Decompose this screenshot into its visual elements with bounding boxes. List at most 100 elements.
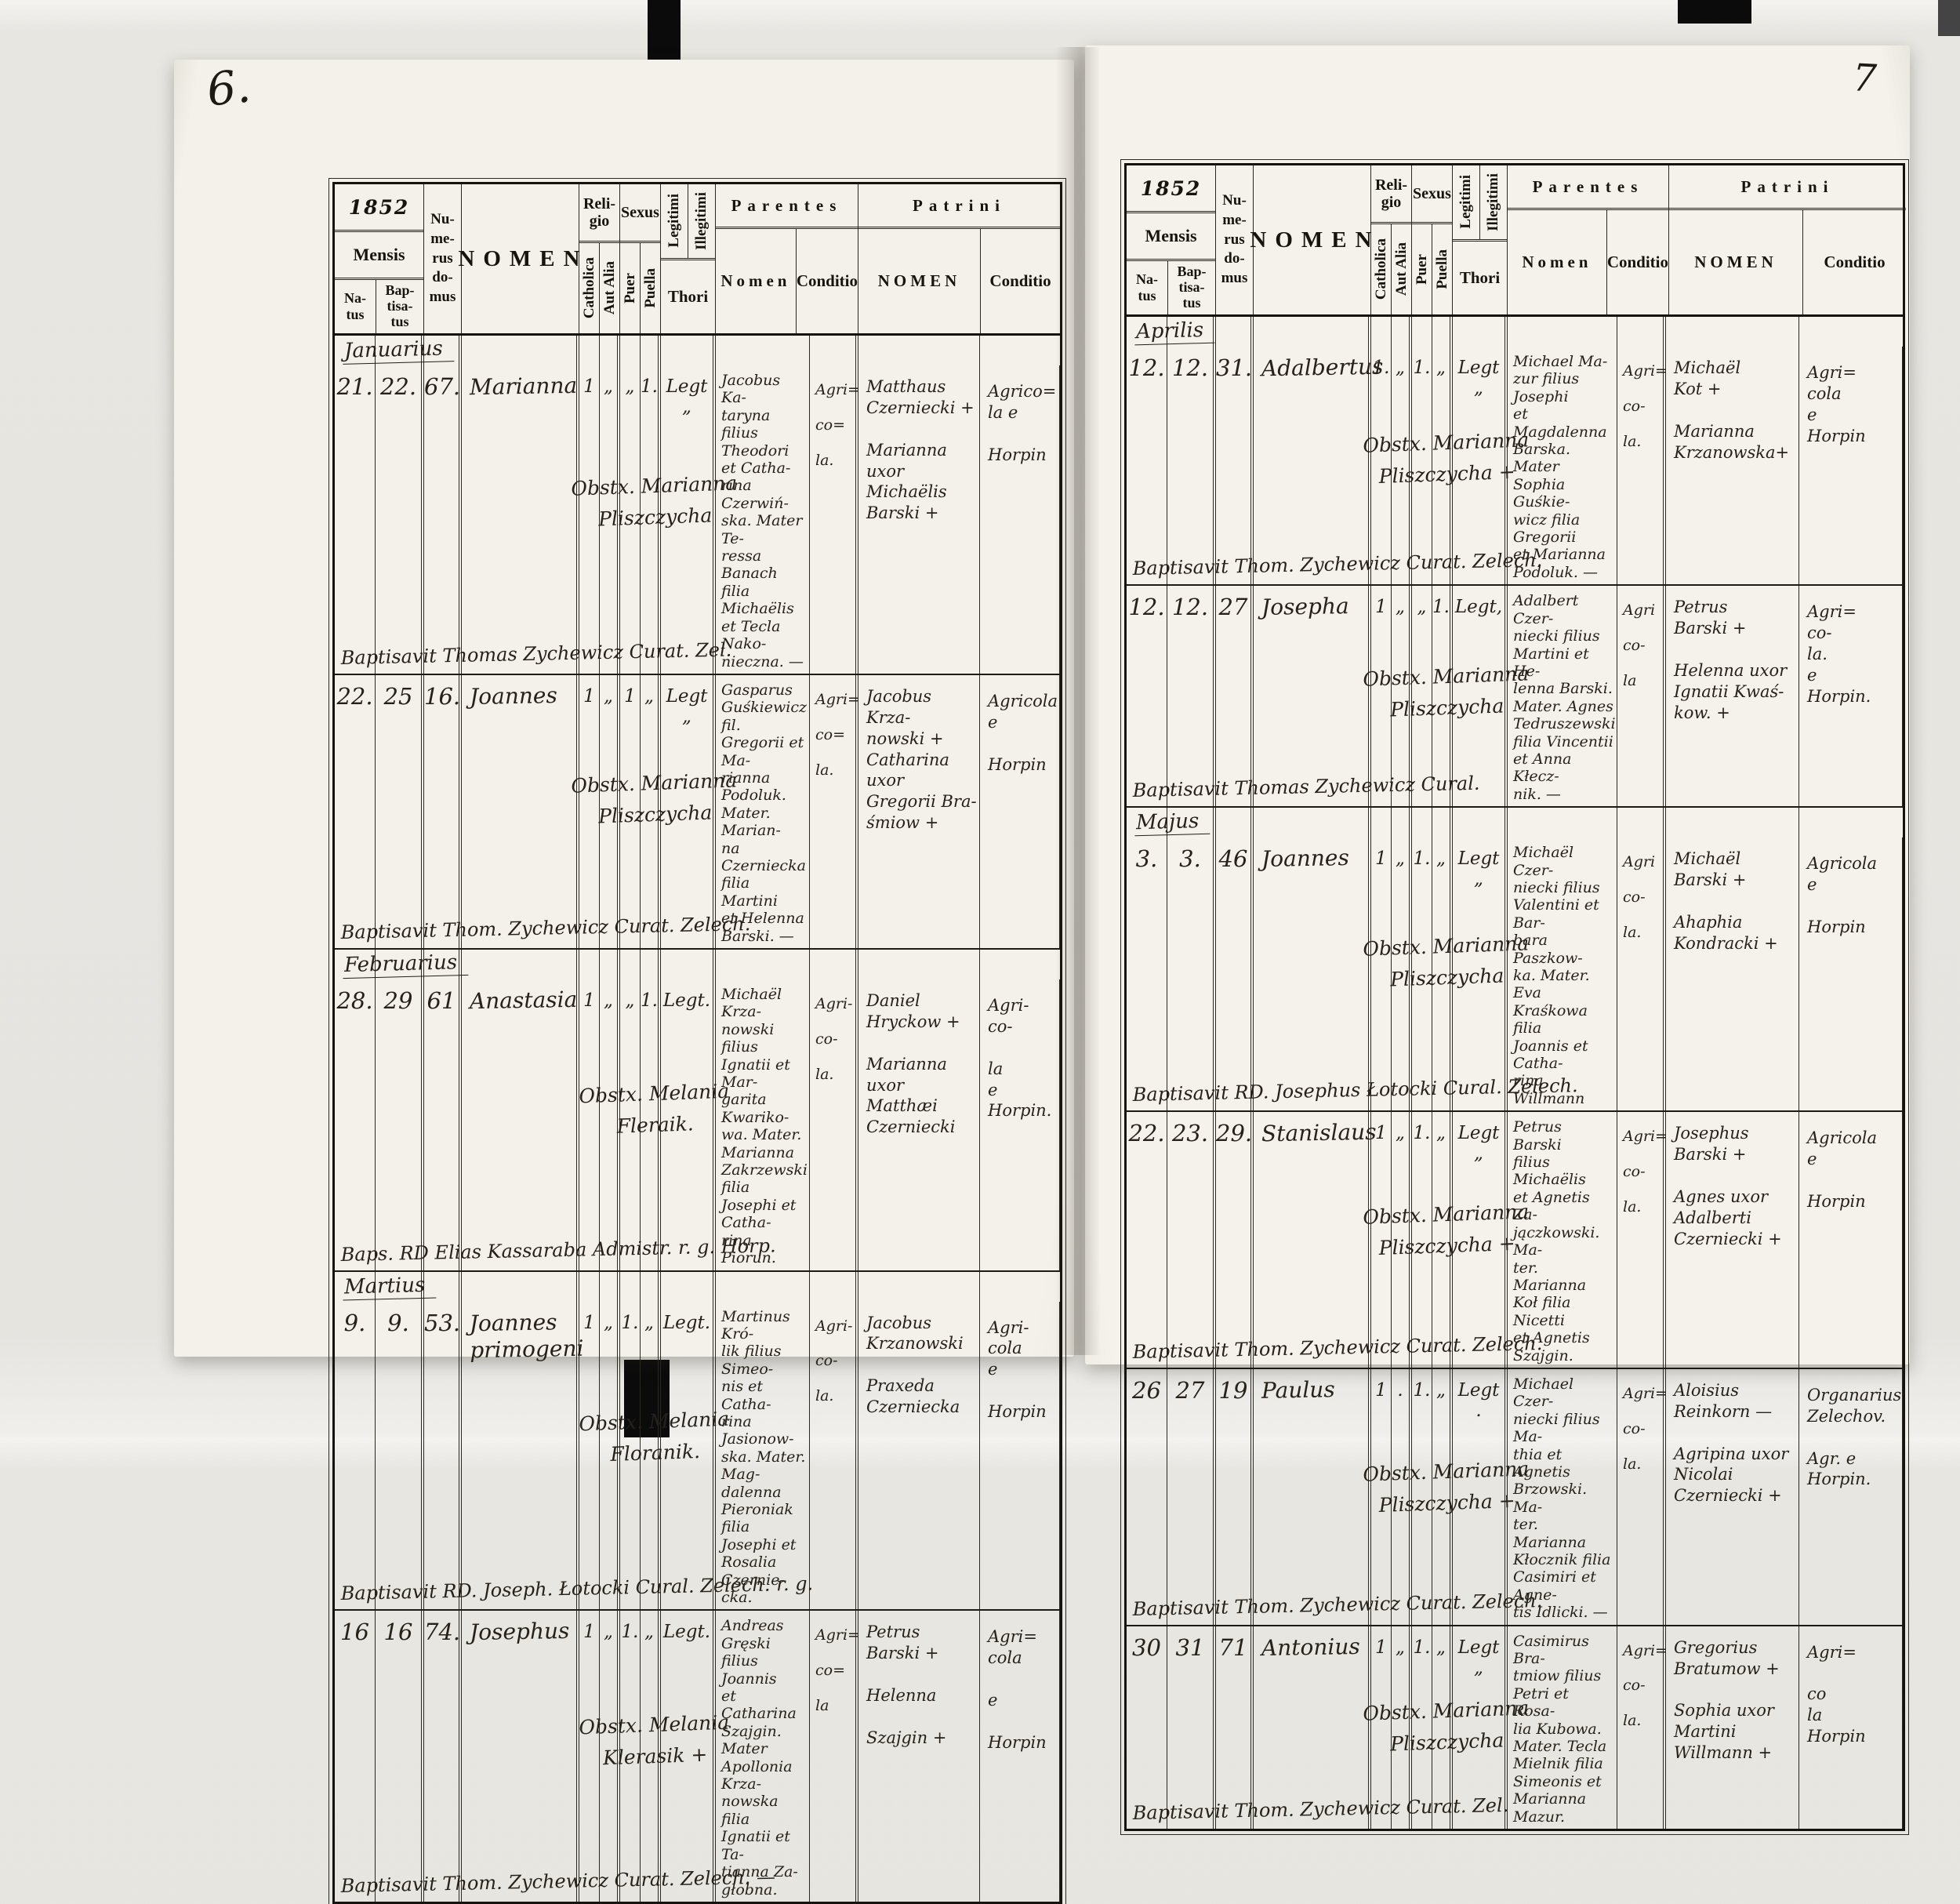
natus-day: 22. [335,674,376,948]
illegitimi-header: Illegitimi [1485,173,1501,231]
midwife-note: Obstx. Melania Floranik. [578,1407,730,1466]
illegitimi-header: Illegitimi [693,191,710,250]
sexus-puella-mark: 1. [1432,586,1453,807]
parentes-nomen-header: Nomen [1508,210,1607,314]
godparents-conditio: Agri= co- la. e Horpin. [1799,586,1903,807]
parents-conditio: Agri= co= la. [810,365,860,674]
column-group-mensis: 1852 Mensis Na- tus Bap- tisa- tus [1127,165,1216,314]
religio-aut-alia-mark: „ [600,365,620,674]
religio-aut-alia-mark: „ [600,979,620,1270]
legitimi-header: Legitimi [666,194,682,249]
midwife-note: Obstx. Melania Klerasik + [578,1711,730,1770]
scan-edge-patch [1938,0,1960,36]
godparents-names: Jacobus Krzanowski Praxeda Czerniecka [858,1301,980,1610]
sexus-puer-mark: „ [620,365,641,674]
parents-names: Petrus Barski filius Michaëlis et Agneti… [1508,1112,1617,1368]
child-name: Adalbertus [1261,353,1384,382]
page-number-right: 7 [1852,56,1878,101]
parents-names: Gasparus Guśkiewicz fil. Gregorii et Ma-… [716,674,810,948]
sexus-puer-mark: „ [620,979,641,1270]
sexus-puer-mark: „ [1412,586,1432,807]
nomen-header: NOMEN [1250,227,1381,253]
natus-day: 21. [335,365,376,674]
baptisatus-header: Bap- tisa- tus [1177,263,1207,311]
catholica-header: Catholica [580,257,597,319]
baptisatus-day: 12. [1167,347,1216,585]
thori-header: Thori [667,286,709,306]
parents-conditio: Agri co- la [1617,586,1666,807]
godparents-names: Michaël Barski + Ahaphia Kondracki + [1666,838,1799,1111]
register-entry: 22. 23. 29. Stanislaus 1 „ 1. „ Legt „ P… [1127,1112,1903,1369]
child-name: Joannes primogeni [469,1308,584,1363]
child-name: Paulus [1261,1376,1335,1404]
page-number-left: 6. [204,59,253,117]
month-row: Martius [335,1271,1060,1302]
month-label: Aprilis [1134,318,1215,346]
aut-alia-header: Aut Alia [1392,242,1410,296]
religio-aut-alia-mark: „ [600,674,620,948]
column-group-domus: Nu- me- rus do- mus [424,184,462,333]
parents-names: Michaël Czer- niecki filius Valentini et… [1508,838,1617,1111]
house-number: 16. [424,674,462,948]
house-number: 71 [1216,1626,1254,1830]
godparents-conditio: Agri- cola e Horpin [980,1301,1060,1610]
natus-day: 9. [335,1301,376,1610]
parents-conditio: Agri= co= la [810,1611,860,1902]
godparents-conditio: Agri= cola e Horpin [1799,347,1903,585]
parents-conditio: Agri= co- la. [1617,1112,1668,1368]
register-entry: 26 27 19 Paulus 1 . 1. „ Legt . Michael … [1127,1368,1903,1626]
binding-strip-bottom [624,1360,670,1437]
register-entry: 28. 29 61 Anastasia 1 „ „ 1. Legt. Micha… [335,979,1060,1272]
natus-day: 28. [335,979,376,1270]
midwife-note: Obstx. Marianna Pliszczycha + [1362,1456,1530,1517]
parents-names: Michaël Krza- nowski filius Ignatii et M… [716,979,810,1270]
parentes-conditio-header: Conditio [1606,253,1668,271]
column-group-religio: Reli- gio Catholica Aut Alia [579,184,620,333]
aut-alia-header: Aut Alia [601,261,618,315]
parents-names: Jacobus Ka- taryna filius Theodori et Ca… [716,365,810,674]
patrini-header: Patrini [1669,165,1906,210]
house-number: 74. [424,1611,462,1902]
column-group-nomen: NOMEN [1250,165,1381,314]
parents-conditio: Agri- co- la. [810,979,858,1270]
register-page-right: 7 1852 Mensis Na- tus Bap- tisa- tus Nu-… [1085,45,1910,1836]
sexus-puella-mark: „ [1432,347,1453,585]
sexus-puer-mark: 1. [1412,1112,1432,1368]
catholica-header: Catholica [1372,238,1389,300]
month-row: Aprilis [1127,317,1903,347]
parents-conditio: Agri- co- la. [810,1301,858,1610]
house-number: 31. [1216,347,1254,585]
month-label: Martius [342,1272,437,1301]
baptisatus-day: 9. [376,1301,424,1610]
godparents-names: Petrus Barski + Helenna uxor Ignatii Kwa… [1666,586,1799,807]
register-entry: 21. 22. 67. Marianna 1 „ „ 1. Legt „ Jac… [335,365,1060,675]
nomen-header: NOMEN [458,245,589,271]
register-entry: 12. 12. 31. Adalbertus 1. „ 1. „ Legt „ … [1127,347,1903,587]
child-name: Josephus [469,1618,570,1646]
godparents-names: Michaël Kot + Marianna Krzanowska+ [1666,347,1799,585]
table-header: 1852 Mensis Na- tus Bap- tisa- tus Nu- m… [335,184,1060,336]
sexus-header: Sexus [1412,165,1452,224]
patrini-conditio-header: Conditio [1824,253,1886,271]
natus-day: 12. [1127,347,1167,585]
year-label: 1852 [335,184,423,232]
column-group-thori: Legitimi Illegitimi Thori [1453,165,1508,314]
column-group-sexus: Sexus Puer Puella [1412,165,1453,314]
natus-header: Na- tus [335,280,376,333]
baptisatus-header: Bap- tisa- tus [385,282,415,329]
thori-mark: Legt „ [1453,1112,1508,1368]
godparents-names: Gregorius Bratumow + Sophia uxor Martini… [1666,1626,1799,1830]
house-number: 29. [1216,1112,1254,1368]
sexus-puella-mark: 1. [641,365,661,674]
midwife-note: Obstx. Marianna Pliszczycha + [1362,1200,1530,1259]
godparents-names: Aloisius Reinkorn — Agripina uxor Nicola… [1666,1368,1799,1625]
godparents-conditio: Organarius Zelechov. Agr. e Horpin. [1799,1368,1903,1625]
baptisatus-day: 3. [1167,838,1216,1111]
month-label: Januarius [342,336,455,365]
godparents-names: Jacobus Krza- nowski + Catharina uxor Gr… [858,674,980,948]
numerus-domus-header: Nu- me- rus do- mus [429,211,456,306]
midwife-note: Obstx. Marianna Pliszczycha [1362,931,1530,991]
baptisatus-day: 23. [1167,1112,1216,1368]
register-entry: 9. 9. 53. Joannes primogeni 1 „ 1. „ Leg… [335,1301,1060,1611]
godparents-names: Daniel Hryckow + Marianna uxor Matthæi C… [858,979,980,1270]
